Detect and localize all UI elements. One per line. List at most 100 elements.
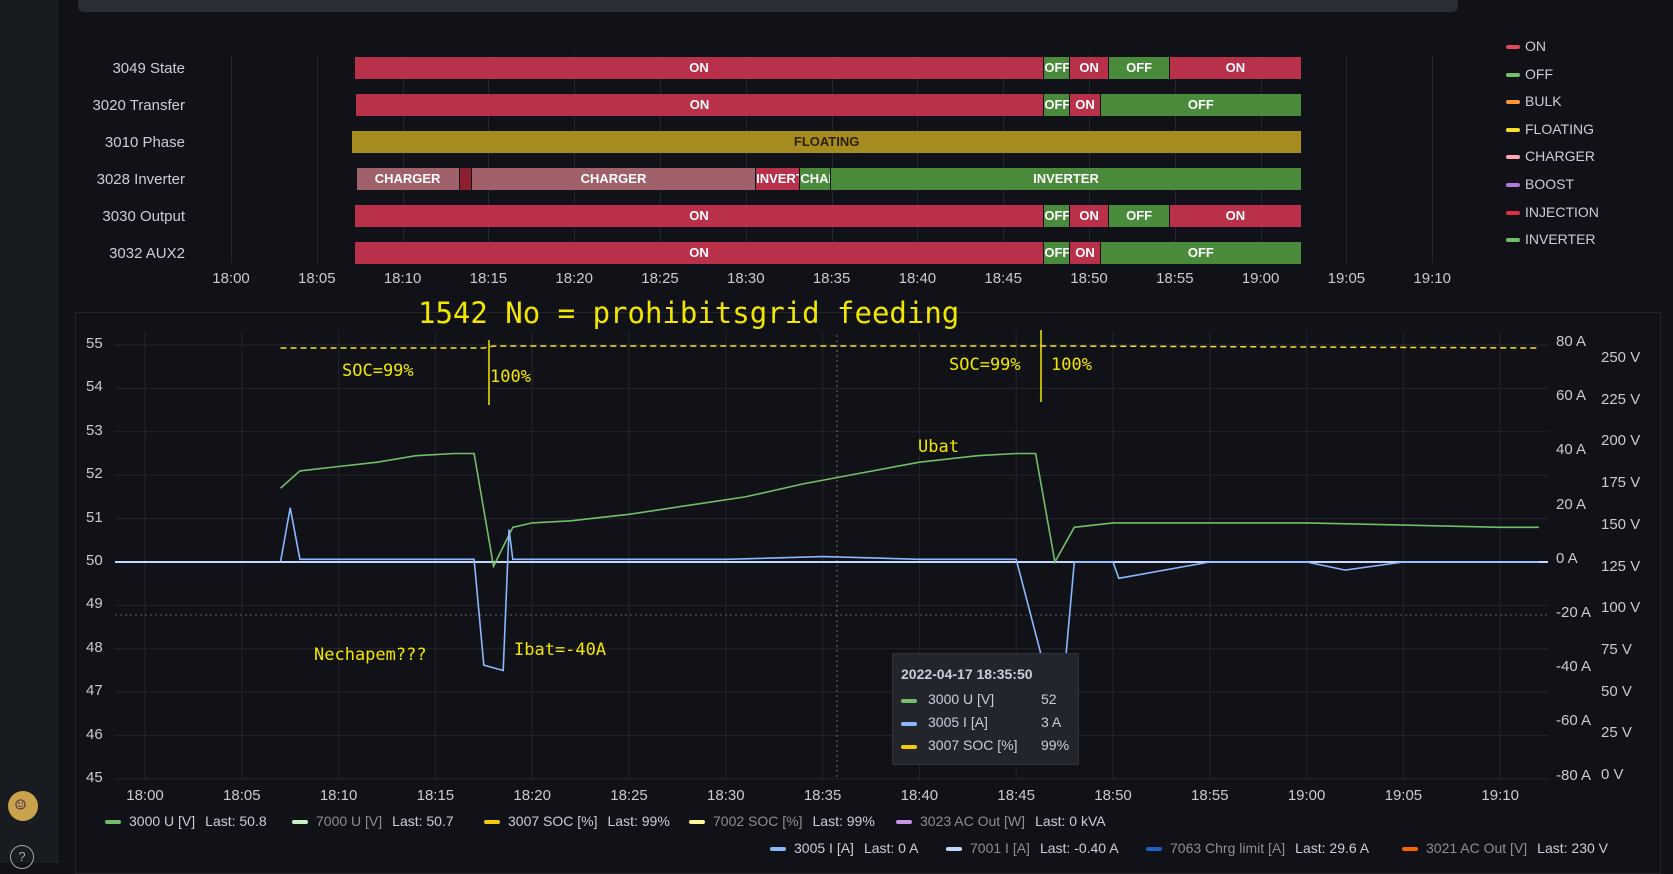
timeline-gridline <box>316 55 318 263</box>
timeline-tick-label: 18:10 <box>383 270 422 287</box>
legend-item[interactable]: 3007 SOC [%] Last: 99% <box>484 813 670 829</box>
timeline-segment[interactable]: ON <box>355 94 1044 116</box>
y-axis-voltage-label: 100 V <box>1601 599 1641 617</box>
legend-swatch <box>1402 847 1418 852</box>
timeline-legend-item[interactable]: FLOATING <box>1506 121 1594 137</box>
timeline-segment[interactable]: OFF <box>1109 57 1169 79</box>
legend-swatch <box>1146 847 1162 852</box>
timeline-segment[interactable]: INVERTER <box>756 168 800 190</box>
y-axis-voltage-label: 75 V <box>1601 640 1632 658</box>
timeline-segment[interactable]: OFF <box>1044 205 1070 227</box>
legend-last-value: Last: 0 A <box>863 840 919 856</box>
time-series-panel <box>75 312 1661 874</box>
timeline-segment[interactable]: CHARGER <box>800 168 831 190</box>
legend-last-value: Last: 50.7 <box>392 813 454 829</box>
timeline-segment[interactable]: FLOATING <box>352 131 1301 153</box>
legend-swatch <box>1506 45 1520 49</box>
timeline-row-label: 3020 Transfer <box>92 97 185 114</box>
x-axis-label: 18:55 <box>1191 787 1229 804</box>
timeline-segment[interactable]: OFF <box>1109 205 1169 227</box>
timeline-row-label: 3049 State <box>112 60 185 77</box>
timeline-segment[interactable]: OFF <box>1101 242 1301 264</box>
legend-swatch <box>292 820 308 825</box>
timeline-segment[interactable]: OFF <box>1044 57 1070 79</box>
legend-series-name: 3005 I [A] <box>794 840 854 856</box>
annotation-soc-100-1: 100% <box>490 367 531 387</box>
y-axis-left-label: 46 <box>86 725 103 743</box>
x-axis-label: 18:15 <box>416 787 455 804</box>
timeline-legend-item[interactable]: ON <box>1506 38 1546 54</box>
horizontal-scrollbar[interactable] <box>78 0 1458 12</box>
timeline-segment[interactable]: CHARGER <box>356 168 459 190</box>
annotation-soc-2: SOC=99% <box>949 355 1021 375</box>
timeline-segment[interactable]: OFF <box>1044 242 1070 264</box>
tooltip-series-name: 3000 U [V] <box>928 691 995 707</box>
legend-item[interactable]: 3021 AC Out [V] Last: 230 V <box>1402 840 1608 856</box>
timeline-segment[interactable]: ON <box>354 205 1044 227</box>
timeline-segment[interactable]: OFF <box>1044 94 1070 116</box>
help-icon[interactable]: ? <box>10 845 34 869</box>
y-axis-left-label: 55 <box>86 335 103 352</box>
side-menu <box>0 0 58 863</box>
legend-swatch <box>1506 72 1520 77</box>
timeline-segment[interactable]: ON <box>1070 205 1109 227</box>
legend-swatch <box>105 820 121 825</box>
x-axis-label: 19:10 <box>1481 787 1519 804</box>
x-axis-label: 18:25 <box>610 787 648 804</box>
legend-item[interactable]: 3000 U [V] Last: 50.8 <box>105 813 267 829</box>
timeline-legend-item[interactable]: BULK <box>1506 93 1562 110</box>
timeline-segment[interactable]: INVERTER <box>831 168 1301 190</box>
legend-swatch <box>484 820 500 825</box>
timeline-segment[interactable]: OFF <box>1101 94 1301 116</box>
legend-item[interactable]: 7002 SOC [%] Last: 99% <box>689 813 875 829</box>
legend-series-name: 7000 U [V] <box>316 813 383 829</box>
timeline-legend-item[interactable]: INVERTER <box>1506 231 1596 247</box>
legend-swatch <box>1506 210 1520 215</box>
timeline-legend-item[interactable]: CHARGER <box>1506 148 1595 164</box>
timeline-gridline <box>1260 55 1262 263</box>
legend-series-name: 7001 I [A] <box>970 840 1030 856</box>
legend-swatch <box>689 820 705 825</box>
timeline-legend-item[interactable]: OFF <box>1506 66 1553 82</box>
timeline-legend-item[interactable]: INJECTION <box>1506 203 1599 220</box>
annotation-soc-100-2: 100% <box>1051 355 1092 375</box>
legend-label: INJECTION <box>1525 203 1599 220</box>
legend-label: BULK <box>1525 93 1562 110</box>
timeline-segment[interactable] <box>459 168 471 190</box>
timeline-segment[interactable]: ON <box>1070 242 1100 264</box>
timeline-gridline <box>1174 55 1176 263</box>
timeline-tick-label: 19:05 <box>1327 270 1366 287</box>
legend-item[interactable]: 3023 AC Out [W] Last: 0 kVA <box>896 813 1106 829</box>
legend-last-value: Last: 29.6 A <box>1295 840 1370 856</box>
timeline-row-label: 3028 Inverter <box>96 171 185 188</box>
x-axis-label: 19:05 <box>1384 787 1423 804</box>
y-axis-voltage-label: 150 V <box>1601 515 1641 533</box>
timeline-segment[interactable]: ON <box>354 57 1044 79</box>
legend-series-name: 3000 U [V] <box>129 813 196 829</box>
timeline-segment[interactable]: CHARGER <box>471 168 756 190</box>
timeline-legend-item[interactable]: BOOST <box>1506 176 1574 192</box>
legend-swatch <box>1506 100 1520 105</box>
x-axis-label: 19:00 <box>1287 787 1326 804</box>
timeline-row-label: 3030 Output <box>102 208 185 225</box>
timeline-segment[interactable]: ON <box>354 242 1044 264</box>
timeline-segment[interactable]: ON <box>1070 94 1100 116</box>
timeline-segment[interactable]: ON <box>1169 205 1301 227</box>
y-axis-voltage-label: 175 V <box>1601 474 1641 492</box>
x-axis-label: 18:00 <box>126 787 164 804</box>
legend-last-value: Last: 0 kVA <box>1035 813 1106 829</box>
legend-item[interactable]: 7063 Chrg limit [A] Last: 29.6 A <box>1146 840 1369 856</box>
legend-item[interactable]: 7001 I [A] Last: -0.40 A <box>946 840 1119 856</box>
y-axis-voltage-label: 125 V <box>1601 557 1641 575</box>
timeline-segment[interactable]: ON <box>1169 57 1301 79</box>
timeline-gridline <box>831 55 833 263</box>
legend-item[interactable]: 3005 I [A] Last: 0 A <box>770 840 918 856</box>
y-axis-voltage-label: 0 V <box>1601 766 1624 783</box>
legend-series-name: 3023 AC Out [W] <box>920 813 1026 829</box>
legend-last-value: Last: 99% <box>812 813 875 829</box>
legend-item[interactable]: 7000 U [V] Last: 50.7 <box>292 813 454 829</box>
y-axis-current-label: 80 A <box>1556 333 1587 350</box>
timeline-tick-label: 18:40 <box>898 270 937 287</box>
timeline-segment[interactable]: ON <box>1070 57 1109 79</box>
user-avatar[interactable]: ☺ <box>8 791 38 821</box>
